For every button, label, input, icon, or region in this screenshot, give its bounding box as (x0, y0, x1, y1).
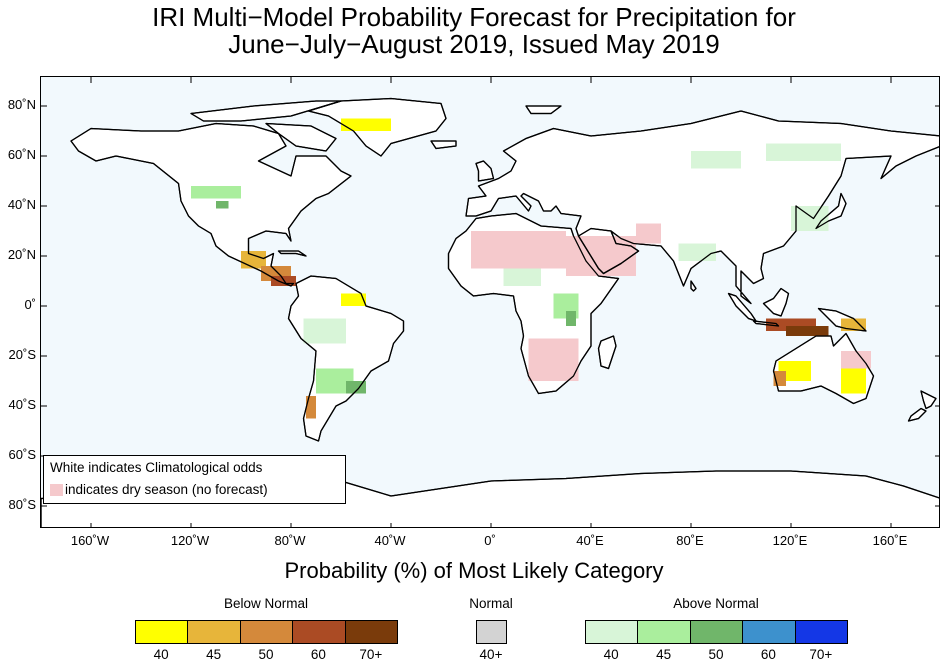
coastline-svalbard (525, 105, 562, 115)
latitude-label: 40˚N (7, 197, 36, 212)
coastline-europe-asia (465, 110, 939, 305)
coastline-britain (475, 160, 495, 182)
forecast-map (40, 76, 940, 528)
above-normal-north-america (191, 186, 241, 199)
coastline-cuba (277, 250, 307, 257)
below-normal-chile (306, 396, 316, 419)
coastline-arctic-islands (190, 100, 342, 122)
colorbar-title: Probability (%) of Most Likely Category (284, 558, 664, 583)
below-colorbar-label: 50 (258, 647, 274, 662)
coastline-arabia (577, 227, 640, 275)
coastline-baffin (265, 122, 337, 152)
dry-season-nw-australia (841, 351, 871, 369)
below-normal-panama (271, 276, 296, 286)
coastline-madagascar (597, 335, 617, 370)
coastline-java (752, 320, 780, 327)
longitude-label: 120˚W (170, 533, 210, 548)
legend-climatological-text: White indicates Climatological odds (50, 460, 263, 475)
title-line-2: June−July−August 2019, Issued May 2019 (228, 29, 720, 59)
longitude-label: 40˚E (576, 533, 604, 548)
dry-season-sahara (471, 231, 566, 269)
above-normal-india (678, 243, 716, 261)
above-colorbar-swatch (637, 620, 691, 644)
latitude-label: 0˚ (24, 297, 36, 312)
below-normal-title: Below Normal (223, 596, 309, 611)
below-colorbar-swatch (135, 620, 189, 644)
coastline-greenland (307, 97, 447, 157)
normal-colorbar-label: 40+ (479, 647, 503, 662)
coastline-japan (815, 192, 847, 230)
above-colorbar-swatch (585, 620, 639, 644)
coastline-iceland (430, 140, 457, 150)
above-colorbar-swatch (689, 620, 744, 644)
coastline-new-zealand-north (920, 390, 937, 410)
normal-colorbar-swatch (476, 620, 507, 644)
above-normal-east-asia (791, 206, 829, 231)
dry-season-arabia (566, 236, 636, 276)
below-colorbar-swatch (344, 620, 398, 644)
above-normal-title: Above Normal (673, 596, 759, 611)
below-colorbar-label: 40 (153, 647, 169, 662)
coastline-borneo (762, 287, 790, 317)
coastline-new-zealand-south (907, 407, 927, 422)
coastline-australia (772, 332, 875, 405)
above-colorbar-label: 70+ (809, 647, 833, 662)
title-line-1: IRI Multi−Model Probability Forecast for… (152, 2, 796, 32)
above-normal-siberia (691, 151, 741, 169)
longitude-label: 120˚E (772, 533, 808, 548)
latitude-label: 80˚N (7, 97, 36, 112)
below-normal-guiana (341, 293, 366, 306)
above-colorbar-label: 60 (760, 647, 776, 662)
above-normal-east-siberia (766, 143, 841, 161)
below-colorbar-label: 45 (206, 647, 222, 662)
below-normal-east-australia (841, 368, 866, 394)
longitude-label: 160˚W (70, 533, 110, 548)
coastline-north-america (70, 122, 352, 287)
dry-season-swatch (50, 484, 63, 496)
below-colorbar-swatch (292, 620, 346, 644)
longitude-label: 0˚ (484, 533, 496, 548)
above-normal-amazon (303, 318, 346, 344)
longitude-label: 80˚E (676, 533, 704, 548)
above-colorbar-swatch (794, 620, 848, 644)
legend-dry-season-text: indicates dry season (no forecast) (65, 482, 268, 497)
latitude-label: 20˚N (7, 247, 36, 262)
latitude-label: 80˚S (8, 497, 36, 512)
below-normal-west-australia (778, 361, 811, 381)
longitude-label: 40˚W (374, 533, 406, 548)
below-colorbar-swatch (187, 620, 241, 644)
dry-season-persia (636, 223, 661, 244)
below-colorbar-label: 60 (310, 647, 326, 662)
normal-title: Normal (469, 596, 513, 611)
map-legend: White indicates Climatological odds indi… (43, 455, 346, 504)
above-normal-lake-region (566, 311, 576, 326)
latitude-label: 40˚S (8, 397, 36, 412)
coastline-africa (447, 212, 620, 395)
coastline-new-guinea (817, 307, 867, 332)
longitude-label: 80˚W (274, 533, 306, 548)
latitude-label: 20˚S (8, 347, 36, 362)
below-normal-png (841, 318, 866, 331)
latitude-label: 60˚S (8, 447, 36, 462)
above-normal-rockies (216, 201, 229, 209)
below-normal-greenland (341, 118, 391, 131)
dry-season-southern-africa (528, 338, 579, 381)
below-normal-mexico (241, 251, 266, 269)
above-colorbar-label: 50 (708, 647, 724, 662)
above-colorbar-label: 45 (656, 647, 672, 662)
above-colorbar-label: 40 (603, 647, 619, 662)
below-colorbar-swatch (239, 620, 294, 644)
below-normal-timor (786, 326, 829, 336)
map-canvas (41, 77, 939, 527)
coastline-south-america (287, 275, 405, 442)
longitude-label: 160˚E (872, 533, 908, 548)
above-colorbar-swatch (742, 620, 796, 644)
latitude-label: 60˚N (7, 147, 36, 162)
coastline-sri-lanka (690, 280, 697, 292)
above-normal-sahel (503, 268, 541, 286)
below-colorbar-label: 70+ (359, 647, 383, 662)
